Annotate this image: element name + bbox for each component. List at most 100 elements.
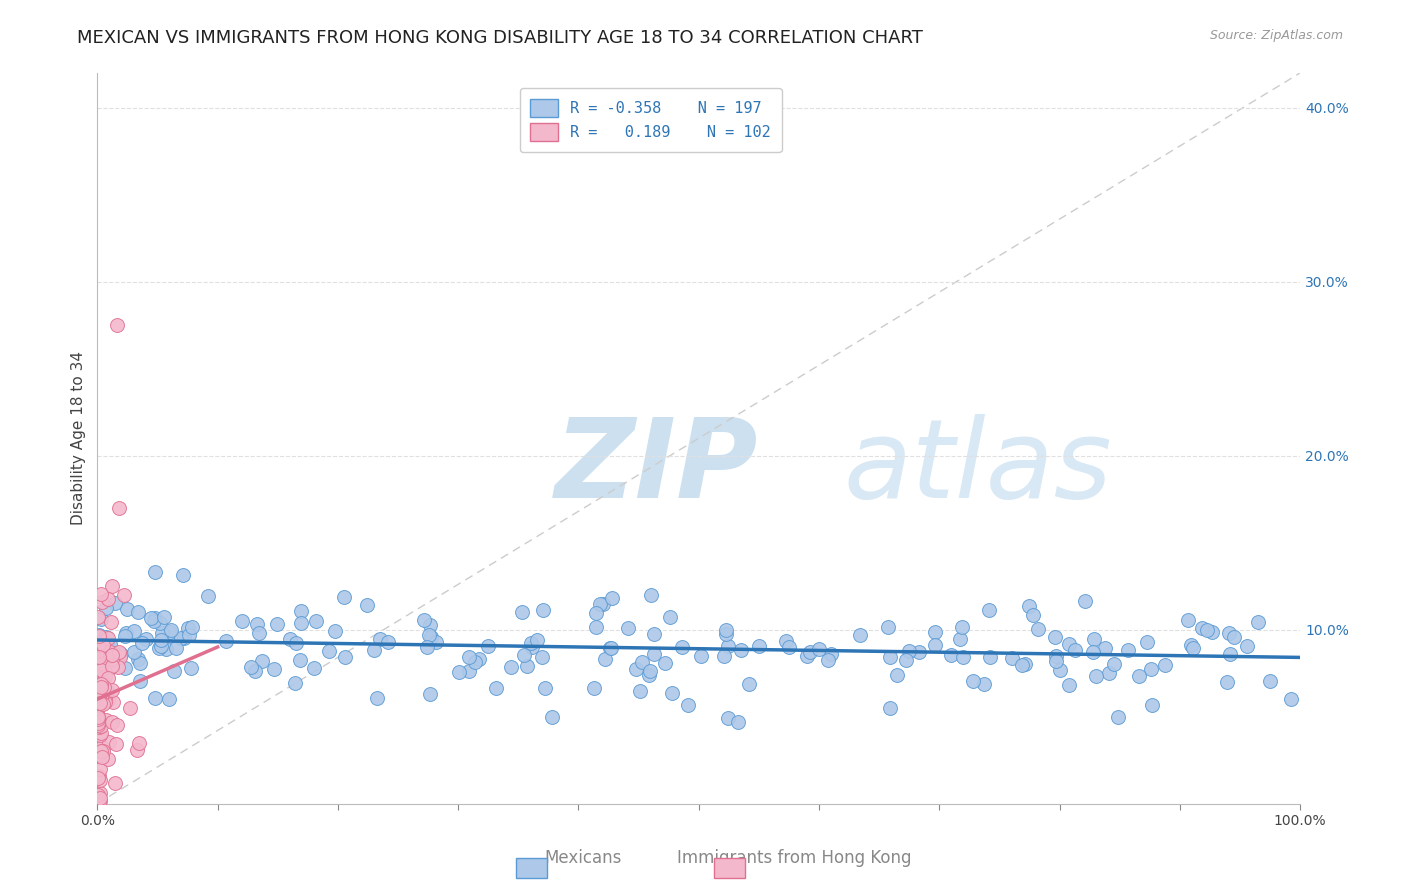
Point [129,656,152,670]
Point [104,737,127,751]
Point [589,597,612,611]
Point [91,749,114,764]
Point [91,665,114,680]
Point [86,771,108,785]
Point [1022,607,1045,622]
Point [104,596,127,610]
Point [499,659,522,673]
Point [713,648,735,663]
Point [86,715,108,730]
Point [467,652,489,666]
Point [464,655,486,669]
Point [1083,645,1105,659]
Text: MEXICAN VS IMMIGRANTS FROM HONG KONG DISABILITY AGE 18 TO 34 CORRELATION CHART: MEXICAN VS IMMIGRANTS FROM HONG KONG DIS… [77,29,924,47]
Point [418,628,440,642]
Point [96,600,118,615]
Point [727,715,749,730]
Point [94,648,117,662]
Point [87,628,110,642]
Point [153,610,176,624]
Point [671,640,693,654]
Point [122,645,145,659]
Point [89,787,111,801]
Point [87,712,110,726]
Point [643,627,665,641]
Point [90,663,112,677]
Point [879,700,901,714]
Point [531,603,554,617]
Point [1128,669,1150,683]
Point [243,664,266,678]
Point [114,661,136,675]
Point [145,565,167,579]
Point [1136,634,1159,648]
Point [91,744,114,758]
Point [96,713,118,727]
Point [89,677,111,691]
Point [247,625,270,640]
Point [366,691,388,706]
Point [1195,623,1218,637]
Point [87,638,110,652]
Point [288,653,311,667]
Point [716,623,738,637]
Point [246,617,269,632]
Point [98,735,121,749]
Point [148,640,170,655]
Point [91,740,114,755]
Point [86,788,108,802]
Legend: R = -0.358    N = 197, R =   0.189    N = 102: R = -0.358 N = 197, R = 0.189 N = 102 [520,88,782,152]
Point [640,588,662,602]
Point [143,611,166,625]
Point [100,659,122,673]
Point [457,650,479,665]
Point [90,744,112,758]
Point [419,630,441,644]
Point [1098,666,1121,681]
Point [879,649,901,664]
Point [150,626,173,640]
Point [129,673,152,688]
Point [1201,624,1223,639]
Point [98,648,121,663]
Point [1139,662,1161,676]
Point [240,659,263,673]
Point [87,698,110,712]
Point [97,693,120,707]
Point [799,645,821,659]
Point [626,662,648,676]
Point [520,636,543,650]
Point [98,637,121,651]
Point [896,653,918,667]
Point [180,661,202,675]
Point [149,615,172,630]
Point [290,604,312,618]
Point [91,688,114,702]
Point [169,631,191,645]
Point [87,715,110,730]
Point [778,640,800,654]
Point [457,664,479,678]
Point [90,587,112,601]
Point [89,696,111,710]
Point [93,695,115,709]
Text: Mexicans: Mexicans [544,849,623,867]
Point [689,649,711,664]
Point [179,628,201,642]
Point [1045,653,1067,667]
Point [1181,640,1204,655]
Point [654,657,676,671]
Point [907,645,929,659]
Point [477,639,499,653]
Point [127,742,149,756]
Point [105,717,128,731]
Point [87,670,110,684]
Point [304,614,326,628]
Point [592,597,614,611]
Point [91,638,114,652]
Point [127,652,149,666]
Point [973,677,995,691]
Point [526,633,548,648]
Point [485,681,508,695]
Point [510,605,533,619]
